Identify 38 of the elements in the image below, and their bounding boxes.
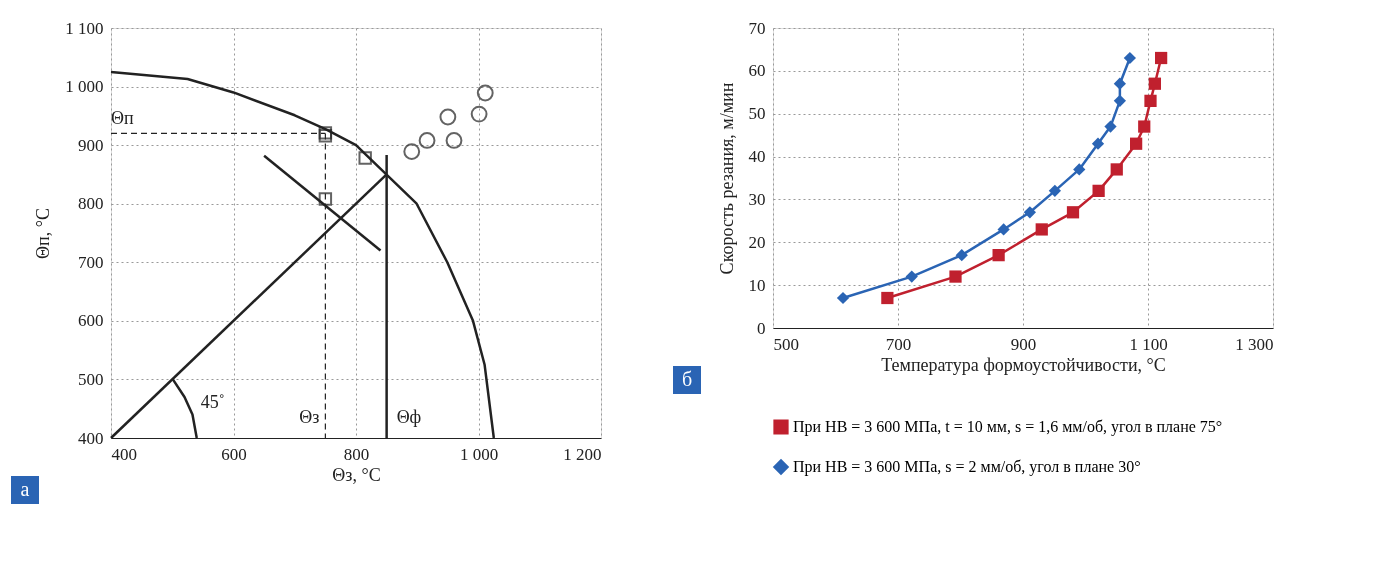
y-axis-title: Скорость резания, м/мин: [716, 82, 737, 275]
x-axis-title: Θз, °C: [332, 464, 381, 485]
x-tick-label: 1 000: [459, 444, 499, 464]
y-tick-label: 60: [748, 61, 766, 81]
x-tick-label: 800: [343, 444, 370, 464]
y-tick-label: 50: [748, 104, 766, 124]
y-tick-label: 400: [78, 428, 104, 448]
legend-label: При НВ = 3 600 МПа, t = 10 мм, s = 1,6 мм/об, угол в плане 75°: [793, 418, 1223, 436]
y-tick-label: 800: [78, 194, 104, 214]
y-axis-title: Θп, °C: [33, 208, 54, 259]
y-tick-label: 20: [748, 232, 766, 252]
y-tick-label: 900: [78, 135, 104, 155]
legend-label: При НВ = 3 600 МПа, s = 2 мм/об, угол в плане 30°: [793, 458, 1141, 476]
annotation: Θф: [396, 407, 422, 427]
text: б: [681, 368, 693, 390]
x-tick-label: 600: [221, 444, 247, 464]
x-tick-label: 1 300: [1235, 334, 1274, 354]
x-tick-label: 500: [773, 334, 799, 354]
y-tick-label: 1 100: [65, 18, 104, 38]
y-tick-label: 30: [748, 189, 766, 209]
x-axis-title: Температура формоустойчивости, °C: [881, 354, 1166, 375]
annotation: Θз: [299, 407, 320, 427]
y-tick-label: 600: [78, 311, 104, 331]
x-tick-label: 900: [1010, 334, 1037, 354]
annotation: Θп: [111, 108, 134, 129]
y-tick-label: 500: [78, 369, 104, 389]
y-tick-label: 0: [757, 318, 766, 338]
x-tick-label: 400: [111, 444, 137, 464]
y-tick-label: 10: [748, 275, 766, 295]
text: а: [20, 478, 30, 500]
x-tick-label: 1 200: [563, 444, 602, 464]
x-tick-label: 700: [885, 334, 912, 354]
x-tick-label: 1 100: [1129, 334, 1168, 354]
y-tick-label: 40: [748, 147, 766, 167]
annotation: 45˚: [200, 391, 225, 412]
y-tick-label: 70: [748, 18, 766, 38]
y-tick-label: 1 000: [65, 77, 104, 97]
y-tick-label: 700: [78, 252, 104, 272]
